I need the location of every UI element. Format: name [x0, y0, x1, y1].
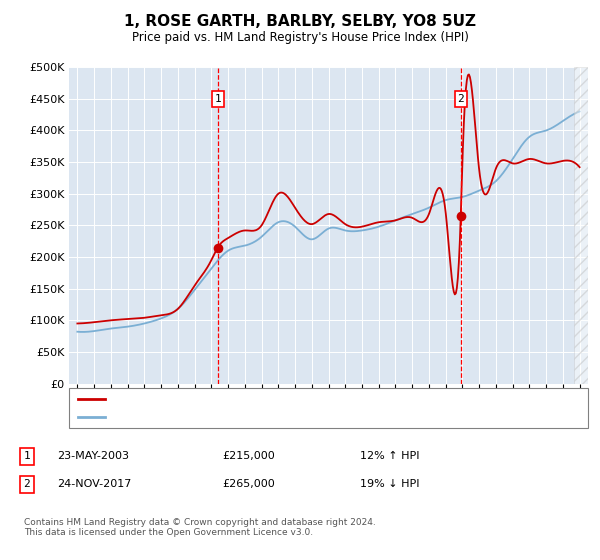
Text: Contains HM Land Registry data © Crown copyright and database right 2024.
This d: Contains HM Land Registry data © Crown c… [24, 518, 376, 537]
Text: 12% ↑ HPI: 12% ↑ HPI [360, 451, 419, 461]
Text: 1: 1 [214, 94, 221, 104]
Text: 1, ROSE GARTH, BARLBY, SELBY, YO8 5UZ (detached house): 1, ROSE GARTH, BARLBY, SELBY, YO8 5UZ (d… [111, 394, 423, 404]
Text: 1, ROSE GARTH, BARLBY, SELBY, YO8 5UZ: 1, ROSE GARTH, BARLBY, SELBY, YO8 5UZ [124, 14, 476, 29]
Text: 1: 1 [23, 451, 31, 461]
Text: 23-MAY-2003: 23-MAY-2003 [57, 451, 129, 461]
Text: 19% ↓ HPI: 19% ↓ HPI [360, 479, 419, 489]
Text: £215,000: £215,000 [222, 451, 275, 461]
Text: 24-NOV-2017: 24-NOV-2017 [57, 479, 131, 489]
Bar [574, 67, 588, 384]
Text: 2: 2 [23, 479, 31, 489]
Text: 2: 2 [457, 94, 464, 104]
Text: £265,000: £265,000 [222, 479, 275, 489]
Text: Price paid vs. HM Land Registry's House Price Index (HPI): Price paid vs. HM Land Registry's House … [131, 31, 469, 44]
Text: HPI: Average price, detached house, North Yorkshire: HPI: Average price, detached house, Nort… [111, 412, 384, 422]
